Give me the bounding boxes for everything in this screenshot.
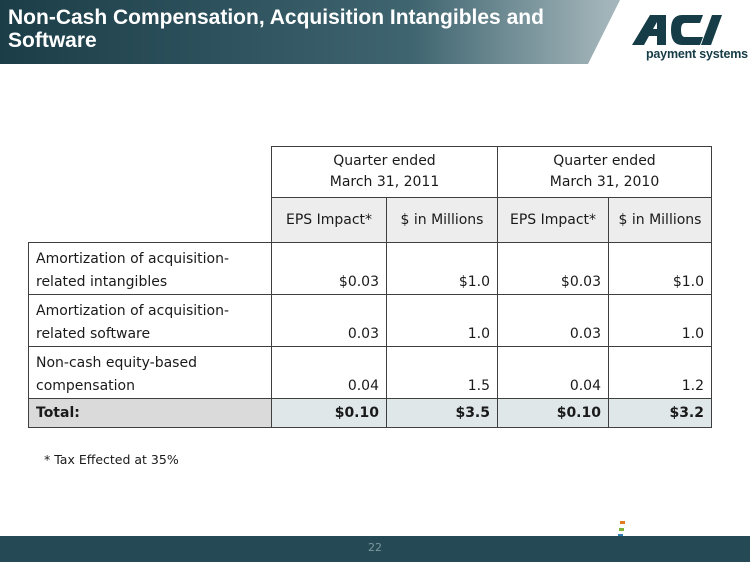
total-cell: $3.2 (608, 398, 712, 428)
table-cell: 0.04 (271, 346, 387, 399)
table-cell: $0.03 (271, 242, 387, 295)
table-row: Non-cash equity-based compensation 0.04 … (28, 346, 712, 399)
column-header: $ in Millions (608, 197, 712, 243)
table-cell: 0.03 (271, 294, 387, 347)
non-cash-compensation-table: Quarter ended March 31, 2011 Quarter end… (28, 146, 712, 428)
table-cell: $1.0 (608, 242, 712, 295)
page-number: 22 (368, 541, 382, 554)
period-header-2011: Quarter ended March 31, 2011 (271, 146, 498, 198)
period-header-2010: Quarter ended March 31, 2010 (497, 146, 712, 198)
table-cell: $1.0 (386, 242, 498, 295)
header-background (0, 0, 750, 64)
row-label: Amortization of acquisition-related inta… (28, 242, 272, 295)
table-row: Amortization of acquisition-related soft… (28, 294, 712, 347)
page-title: Non-Cash Compensation, Acquisition Intan… (8, 6, 544, 52)
column-header: EPS Impact* (271, 197, 387, 243)
table-cell: 1.0 (608, 294, 712, 347)
aci-logo-mark (632, 15, 722, 45)
table-row: Amortization of acquisition-related inta… (28, 242, 712, 295)
column-header: EPS Impact* (497, 197, 609, 243)
period-header-row: Quarter ended March 31, 2011 Quarter end… (28, 146, 712, 198)
total-row: Total: $0.10 $3.5 $0.10 $3.2 (28, 398, 712, 428)
row-label: Amortization of acquisition-related soft… (28, 294, 272, 347)
aci-logo: payment systems (628, 14, 748, 64)
period-line1: Quarter ended (333, 153, 436, 169)
empty-corner-cell (28, 197, 272, 243)
total-cell: $0.10 (271, 398, 387, 428)
header-banner: Non-Cash Compensation, Acquisition Intan… (0, 0, 750, 64)
decorative-bars-icon (618, 521, 625, 537)
table-cell: 0.03 (497, 294, 609, 347)
table-cell: 1.2 (608, 346, 712, 399)
subheader-row: EPS Impact* $ in Millions EPS Impact* $ … (28, 197, 712, 243)
table-cell: 1.5 (386, 346, 498, 399)
total-cell: $3.5 (386, 398, 498, 428)
row-label: Non-cash equity-based compensation (28, 346, 272, 399)
empty-corner-cell (28, 146, 272, 198)
table-cell: $0.03 (497, 242, 609, 295)
column-header: $ in Millions (386, 197, 498, 243)
table-cell: 1.0 (386, 294, 498, 347)
footer-bar: 22 (0, 536, 750, 562)
table-cell: 0.04 (497, 346, 609, 399)
footnote: * Tax Effected at 35% (44, 452, 179, 467)
logo-tagline: payment systems (646, 47, 748, 61)
total-cell: $0.10 (497, 398, 609, 428)
period-line1: Quarter ended (553, 153, 656, 169)
total-label: Total: (28, 398, 272, 428)
period-line2: March 31, 2011 (329, 174, 440, 190)
period-line2: March 31, 2010 (549, 174, 660, 190)
